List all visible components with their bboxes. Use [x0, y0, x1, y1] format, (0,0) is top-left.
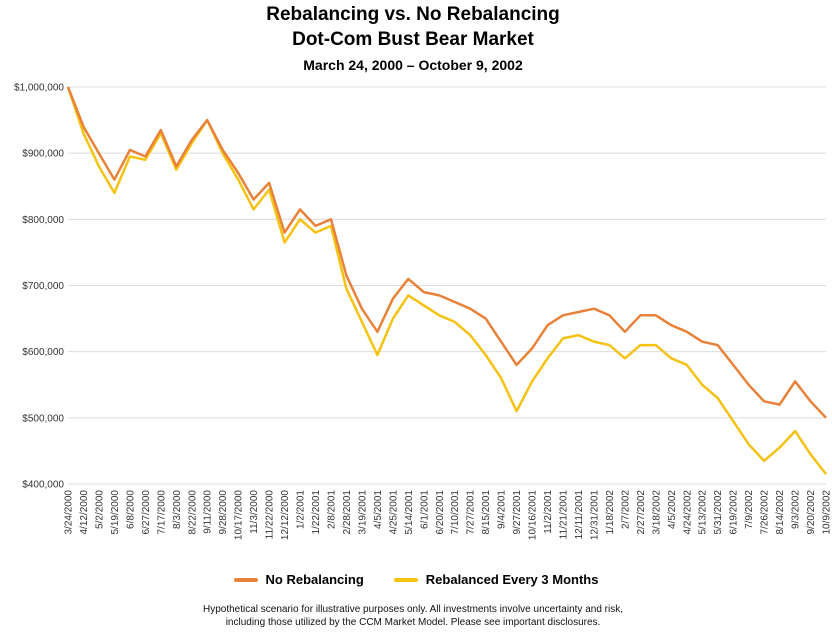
legend-label-no-rebalancing: No Rebalancing — [265, 572, 364, 587]
series-line-rebalanced — [66, 86, 827, 475]
y-tick-label: $800,000 — [22, 215, 64, 226]
x-tick-label: 6/8/2000 — [125, 490, 136, 529]
y-tick-label: $600,000 — [22, 347, 64, 358]
x-tick-label: 11/3/2000 — [249, 490, 260, 534]
x-tick-label: 7/9/2002 — [744, 490, 755, 529]
x-tick-label: 2/27/2002 — [636, 490, 647, 535]
x-tick-label: 5/13/2002 — [698, 490, 709, 535]
x-tick-label: 2/7/2002 — [620, 490, 631, 529]
y-tick-label: $1,000,000 — [14, 83, 64, 94]
x-tick-label: 4/5/2001 — [373, 490, 384, 529]
x-tick-label: 9/20/2002 — [806, 490, 817, 535]
legend-swatch-no-rebalancing — [233, 577, 258, 582]
y-axis-ticks: $400,000 $500,000 $600,000 $700,000 $800,000… — [14, 83, 64, 491]
y-tick-label: $700,000 — [22, 281, 64, 292]
x-tick-label: 8/3/2000 — [172, 490, 183, 529]
x-tick-label: 12/31/2001 — [589, 490, 600, 540]
x-tick-label: 3/24/2000 — [64, 490, 75, 535]
legend: No Rebalancing Rebalanced Every 3 Months — [0, 572, 832, 587]
x-tick-label: 7/27/2001 — [466, 490, 477, 535]
x-tick-label: 6/27/2000 — [141, 490, 152, 535]
legend-item-no-rebalancing: No Rebalancing — [233, 572, 364, 587]
chart-subtitle: Dot-Com Bust Bear Market — [292, 29, 534, 50]
x-tick-label: 10/9/2002 — [822, 490, 832, 535]
x-tick-label: 5/31/2002 — [713, 490, 724, 535]
chart-title: Rebalancing vs. No Rebalancing — [266, 4, 560, 25]
x-tick-label: 11/2/2001 — [543, 490, 554, 534]
series-line-no-rebalancing — [66, 86, 827, 419]
x-tick-label: 10/16/2001 — [528, 490, 539, 540]
x-tick-label: 5/14/2001 — [404, 490, 415, 535]
legend-swatch-rebalanced — [393, 577, 418, 582]
x-tick-label: 11/22/2000 — [265, 490, 276, 540]
x-tick-label: 6/19/2002 — [729, 490, 740, 535]
footnote-line-2: including those utilized by the CCM Mark… — [225, 617, 601, 628]
series-lines — [66, 86, 827, 475]
chart-date-range: March 24, 2000 – October 9, 2002 — [303, 57, 523, 73]
footnote-line-1: Hypothetical scenario for illustrative p… — [202, 604, 623, 615]
x-tick-label: 6/1/2001 — [419, 490, 430, 529]
x-tick-label: 8/22/2000 — [187, 490, 198, 535]
y-tick-label: $900,000 — [22, 149, 64, 160]
x-tick-label: 7/26/2002 — [760, 490, 771, 535]
x-tick-label: 1/22/2001 — [311, 490, 322, 535]
x-tick-label: 10/17/2000 — [234, 490, 245, 540]
footnote: Hypothetical scenario for illustrative p… — [0, 603, 826, 629]
x-tick-label: 2/28/2001 — [342, 490, 353, 535]
x-tick-label: 7/10/2001 — [450, 490, 461, 535]
x-tick-label: 9/28/2000 — [218, 490, 229, 535]
x-tick-label: 5/19/2000 — [110, 490, 121, 535]
x-tick-label: 9/27/2001 — [512, 490, 523, 535]
x-tick-label: 6/20/2001 — [435, 490, 446, 535]
x-tick-label: 8/14/2002 — [775, 490, 786, 535]
x-tick-label: 5/2/2000 — [94, 490, 105, 529]
y-tick-label: $500,000 — [22, 413, 64, 424]
gridlines — [68, 86, 826, 485]
x-tick-label: 3/19/2001 — [357, 490, 368, 535]
x-axis-ticks: 3/24/2000 4/12/2000 5/2/2000 5/19/2000 6/8/2… — [64, 490, 832, 540]
legend-label-rebalanced: Rebalanced Every 3 Months — [425, 572, 599, 587]
x-tick-label: 9/3/2002 — [791, 490, 802, 529]
x-tick-label: 9/11/2000 — [203, 490, 214, 534]
x-tick-label: 1/18/2002 — [605, 490, 616, 535]
x-tick-label: 4/5/2002 — [667, 490, 678, 529]
x-tick-label: 12/12/2000 — [280, 490, 291, 540]
x-tick-label: 4/24/2002 — [682, 490, 693, 535]
x-tick-label: 4/25/2001 — [388, 490, 399, 535]
x-tick-label: 8/15/2001 — [481, 490, 492, 535]
x-tick-label: 9/4/2001 — [497, 490, 508, 529]
legend-item-rebalanced: Rebalanced Every 3 Months — [393, 572, 599, 587]
title-block: Rebalancing vs. No Rebalancing Dot-Com B… — [0, 2, 826, 76]
x-tick-label: 1/2/2001 — [296, 490, 307, 529]
y-tick-label: $400,000 — [22, 480, 64, 491]
x-tick-label: 12/11/2001 — [574, 490, 585, 540]
x-tick-label: 2/8/2001 — [326, 490, 337, 529]
x-tick-label: 3/18/2002 — [651, 490, 662, 535]
x-tick-label: 11/21/2001 — [559, 490, 570, 540]
x-tick-label: 7/17/2000 — [156, 490, 167, 535]
x-tick-label: 4/12/2000 — [79, 490, 90, 535]
